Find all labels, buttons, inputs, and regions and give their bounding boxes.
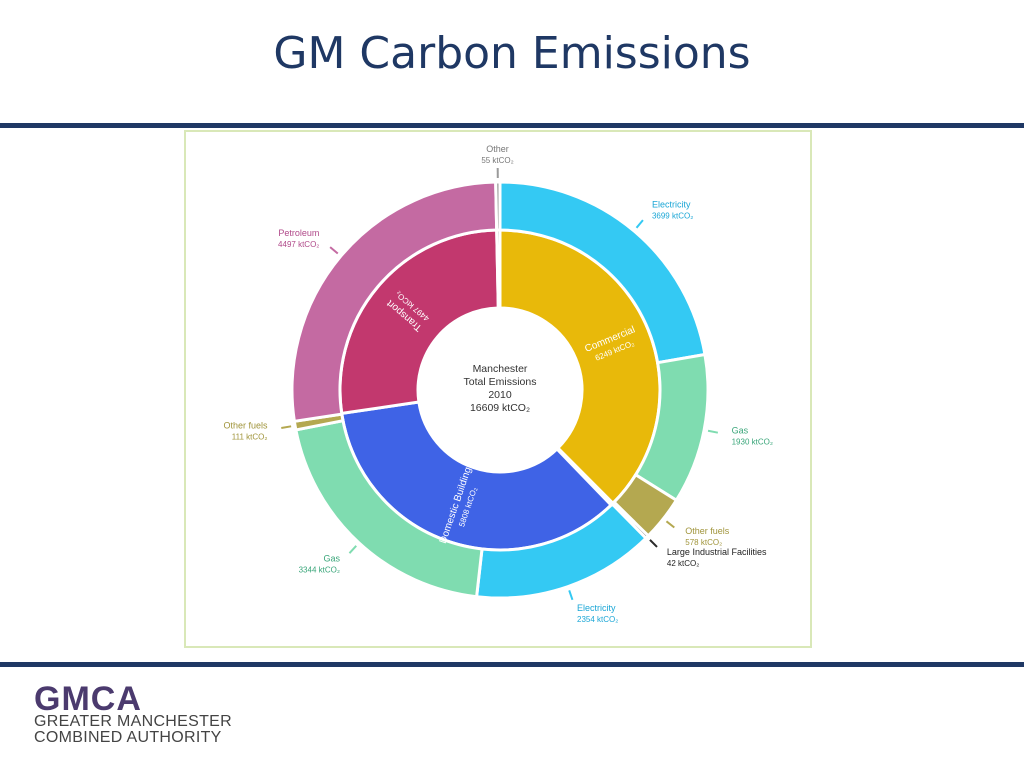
outer-label-name-2: Other fuels <box>685 526 730 536</box>
outer-label-value-1: 1930 ktCO₂ <box>732 437 773 446</box>
logo-line-1: GREATER MANCHESTER <box>34 713 233 730</box>
center-label-line-2: 2010 <box>488 389 512 401</box>
center-hole <box>420 310 580 470</box>
outer-callout-line-3 <box>649 539 658 548</box>
center-label-line-0: Manchester <box>473 363 528 375</box>
center-label-line-1: Total Emissions <box>464 376 537 388</box>
outer-label-value-5: 3344 ktCO₂ <box>299 565 340 574</box>
outer-callout-line-2 <box>665 520 675 529</box>
outer-label-name-0: Electricity <box>652 199 691 209</box>
outer-label-value-7: 4497 ktCO₂ <box>278 240 319 249</box>
outer-label-value-4: 2354 ktCO₂ <box>577 615 618 624</box>
outer-callout-line-0 <box>635 219 644 229</box>
gmca-logo: GMCA GREATER MANCHESTER COMBINED AUTHORI… <box>34 680 233 746</box>
outer-slice-other-8 <box>494 180 502 232</box>
logo-mark: GMCA <box>34 680 142 718</box>
sunburst-chart: Manchester Total Emissions 2010 16609 ktCO₂… <box>184 130 812 648</box>
outer-label-name-3: Large Industrial Facilities <box>667 547 767 557</box>
outer-callout-line-6 <box>281 425 292 430</box>
outer-callout-line-1 <box>707 429 719 434</box>
outer-label-value-6: 111 ktCO₂ <box>232 432 268 441</box>
outer-label-name-8: Other <box>486 144 509 154</box>
slide-title: GM Carbon Emissions <box>273 28 751 79</box>
outer-label-value-0: 3699 ktCO₂ <box>652 211 693 220</box>
outer-label-value-2: 578 ktCO₂ <box>685 538 722 547</box>
outer-callout-line-4 <box>568 590 574 601</box>
outer-label-name-4: Electricity <box>577 603 616 613</box>
inner-slice-segment-4 <box>495 228 502 310</box>
outer-label-value-8: 55 ktCO₂ <box>481 156 513 165</box>
outer-label-name-1: Gas <box>732 425 749 435</box>
outer-callout-line-7 <box>329 246 339 255</box>
center-label-line-3: 16609 ktCO₂ <box>470 402 530 414</box>
footer-divider <box>0 662 1024 667</box>
outer-label-value-3: 42 ktCO₂ <box>667 559 699 568</box>
outer-callout-line-5 <box>348 545 357 554</box>
outer-label-name-7: Petroleum <box>278 228 319 238</box>
outer-label-name-5: Gas <box>323 553 340 563</box>
logo-line-2: COMBINED AUTHORITY <box>34 729 222 746</box>
outer-label-name-6: Other fuels <box>223 420 268 430</box>
title-divider <box>0 123 1024 128</box>
